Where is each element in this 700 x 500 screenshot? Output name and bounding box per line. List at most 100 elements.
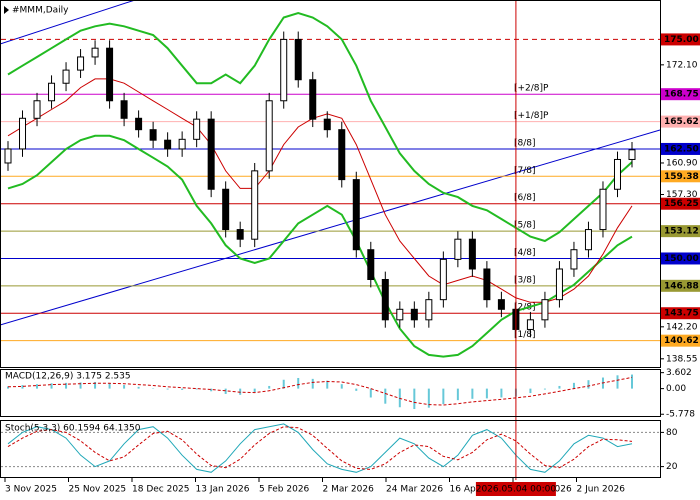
candle-body <box>628 149 636 160</box>
level-price-label: 168.75 <box>664 90 699 100</box>
x-tick-label: 13 Jan 2026 <box>196 485 250 495</box>
candle-body <box>164 139 172 150</box>
candle-body <box>352 179 360 251</box>
candle-body <box>251 170 259 240</box>
candle-body <box>120 100 128 119</box>
chart-title: #MMM,Daily <box>12 6 69 16</box>
candle-body <box>222 188 230 231</box>
candle-body <box>106 47 114 102</box>
level-price-box <box>661 170 700 183</box>
level-price-label: 175.00 <box>664 35 699 45</box>
level-price-label: 156.25 <box>664 199 699 209</box>
candle-body <box>19 117 27 150</box>
level-price-label: 150.00 <box>664 254 699 264</box>
candle-body <box>236 229 244 240</box>
stoch-line <box>7 426 633 470</box>
candle-body <box>526 319 534 330</box>
level-label: [6/8] <box>514 193 536 203</box>
x-tick-label: 2 Mar 2026 <box>323 485 375 495</box>
candle-body <box>62 69 70 84</box>
candle-body <box>193 118 201 140</box>
level-price-box <box>661 225 700 238</box>
level-price-box <box>661 197 700 210</box>
level-label: [7/8] <box>514 166 536 176</box>
candle-body <box>265 100 273 172</box>
level-label: [1/8] <box>514 330 536 340</box>
candle-body <box>178 138 186 150</box>
candle-body <box>367 249 375 281</box>
cursor-label: 2026.05.04 00:00 <box>476 485 557 495</box>
x-tick-label: 3 Nov 2025 <box>5 485 57 495</box>
candle-body <box>91 47 99 58</box>
level-price-box <box>661 115 700 128</box>
y-tick-label: 172.10 <box>666 60 698 70</box>
candle-body <box>396 308 404 321</box>
candle-body <box>483 268 491 301</box>
y-tick-label: -5.778 <box>666 410 695 420</box>
x-tick-label: 2 Jun 2026 <box>577 485 626 495</box>
level-label: [4/8] <box>514 248 536 258</box>
main-panel-frame <box>0 0 661 368</box>
stoch-title: Stoch(5,3,3) 60.1594 64.1350 <box>5 424 141 434</box>
x-tick-label: 24 Mar 2026 <box>386 485 443 495</box>
candle-body <box>584 229 592 251</box>
macd-panel-frame <box>0 369 661 417</box>
candle-body <box>77 56 85 71</box>
candle-body <box>555 268 563 301</box>
level-label: [+2/8]P <box>514 84 549 94</box>
level-price-box <box>661 142 700 155</box>
candle-body <box>439 258 447 301</box>
level-price-box <box>661 334 700 347</box>
candle-body <box>338 129 346 181</box>
level-price-box <box>661 252 700 265</box>
y-tick-label: 160.90 <box>666 158 698 168</box>
cursor-label-box <box>475 482 556 496</box>
level-price-box <box>661 307 700 320</box>
y-tick-label: 3.602 <box>666 368 692 378</box>
level-price-label: 140.62 <box>664 336 699 346</box>
candle-body <box>323 118 331 131</box>
y-tick-label: 20 <box>666 462 678 472</box>
x-tick-label: 18 Dec 2025 <box>132 485 190 495</box>
candle-body <box>294 38 302 81</box>
candle-body <box>309 79 317 120</box>
indicator-line <box>7 12 633 243</box>
level-price-box <box>661 33 700 46</box>
y-tick-label: 157.30 <box>666 190 698 200</box>
level-label: [8/8] <box>514 138 536 148</box>
level-price-box <box>661 279 700 292</box>
candle-body <box>468 238 476 270</box>
level-price-label: 146.88 <box>664 281 699 291</box>
stoch-panel-frame <box>0 420 661 478</box>
candle-body <box>149 129 157 141</box>
candle-body <box>4 148 12 164</box>
level-label: [+1/8]P <box>514 111 549 121</box>
candle-body <box>410 308 418 321</box>
level-label: [3/8] <box>514 275 536 285</box>
y-tick-label: 138.55 <box>666 354 698 364</box>
candle-body <box>280 38 288 102</box>
y-tick-label: 0.00 <box>666 384 686 394</box>
y-tick-label: 80 <box>666 428 678 438</box>
candle-body <box>425 299 433 321</box>
candle-body <box>454 238 462 260</box>
candle-body <box>613 158 621 190</box>
y-tick-label: 142.20 <box>666 322 698 332</box>
x-tick-label: 5 Feb 2026 <box>259 485 310 495</box>
macd-title: MACD(12,26,9) 3.175 2.535 <box>5 372 131 382</box>
level-label: [5/8] <box>514 221 536 231</box>
candle-body <box>33 100 41 119</box>
candle-body <box>207 118 215 190</box>
level-price-label: 162.50 <box>664 144 699 154</box>
symbol-icon <box>4 6 9 14</box>
level-price-label: 153.12 <box>664 227 699 237</box>
candle-body <box>541 299 549 321</box>
indicator-line <box>7 134 633 358</box>
candle-body <box>135 117 143 131</box>
candle-body <box>570 249 578 270</box>
stoch-line <box>7 423 633 473</box>
level-price-label: 143.75 <box>664 309 699 319</box>
